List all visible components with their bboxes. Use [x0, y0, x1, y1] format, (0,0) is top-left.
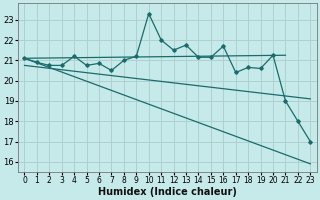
X-axis label: Humidex (Indice chaleur): Humidex (Indice chaleur) — [98, 187, 237, 197]
